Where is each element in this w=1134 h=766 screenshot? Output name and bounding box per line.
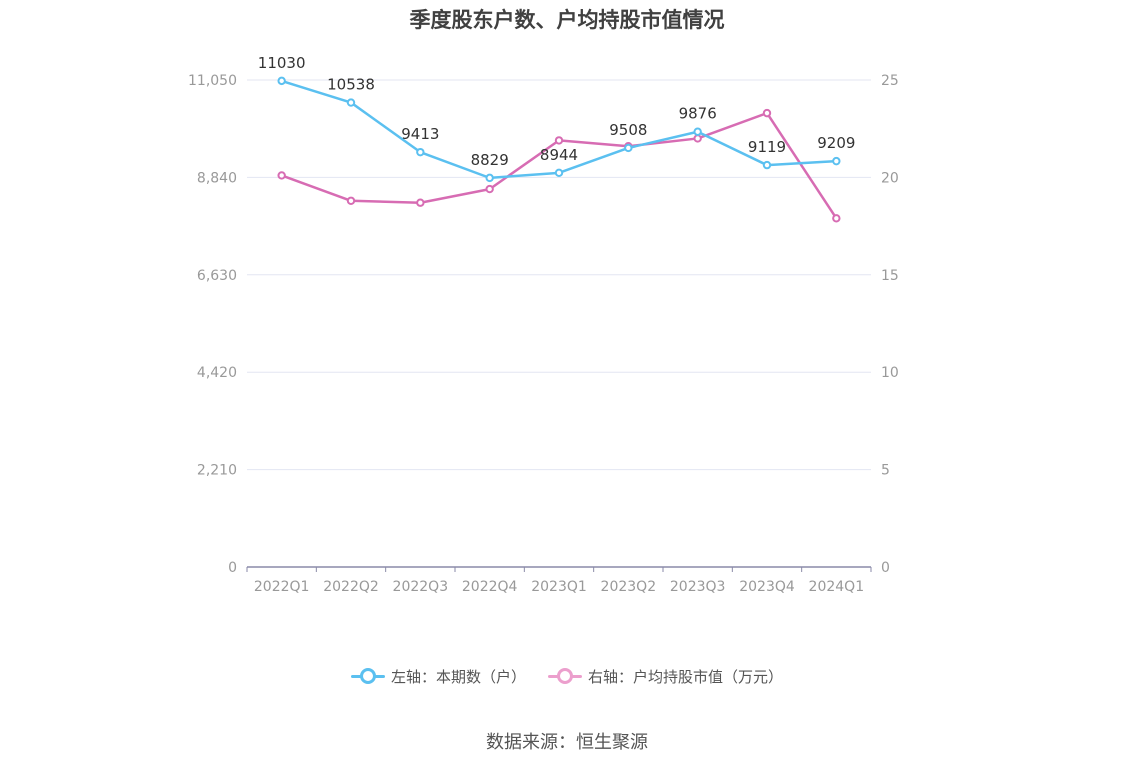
legend-left-swatch-icon [350,668,385,684]
x-tick-label: 2022Q4 [462,579,518,595]
data-label: 9119 [748,138,786,156]
y-left-tick-label: 2,210 [197,463,237,479]
legend-item-left-series[interactable]: 左轴：本期数（户） [350,666,526,687]
legend: 左轴：本期数（户） 右轴：户均持股市值（万元） [0,664,1134,688]
y-right-tick-label: 15 [881,268,899,284]
y-right-tick-label: 0 [881,560,890,576]
series-lines [277,76,841,223]
x-tick-label: 2022Q3 [393,579,449,595]
left-data-point [624,143,633,153]
gridlines [247,79,871,471]
y-right-tick-label: 20 [881,170,899,186]
right-data-point [762,108,772,118]
left-data-point [485,173,494,183]
left-data-point [832,156,841,166]
legend-right-label: 右轴：户均持股市值（万元） [588,667,784,686]
x-tick-label: 2024Q1 [809,579,865,595]
data-label: 8829 [471,151,509,169]
data-label: 9508 [609,121,647,139]
y-right-tick-label: 10 [881,365,899,381]
data-labels: 11030 10538 9413 8829 8944 9508 9876 9119 9209 [258,54,856,169]
legend-right-swatch-icon [548,668,582,684]
left-data-point [554,168,564,178]
data-label: 9876 [679,105,717,123]
x-tick-label: 2022Q2 [323,579,379,595]
right-data-point [416,198,425,207]
right-series-line [281,111,838,219]
right-data-point [554,136,564,145]
right-data-point [485,184,494,194]
y-left-tick-label: 0 [228,560,237,576]
data-label: 11030 [258,54,306,72]
left-data-point [277,76,286,86]
y-left-tick-label: 6,630 [197,268,237,284]
right-data-point [832,214,841,223]
right-data-point [346,196,356,205]
y-right-tick-label: 25 [881,73,899,89]
x-tick-label: 2023Q1 [531,579,587,595]
data-label: 9209 [817,134,855,152]
line-chart: 0 2,210 4,420 6,630 8,840 11,050 0 5 10 15 20 25 202… [188,54,899,595]
x-tick-label: 2022Q1 [254,579,310,595]
right-data-point [693,134,702,143]
x-tick-label: 2023Q4 [739,579,795,595]
y-left-tick-label: 11,050 [188,73,237,89]
data-label: 9413 [401,125,439,143]
data-source: 数据来源：恒生聚源 [486,732,648,753]
left-data-point [346,98,356,107]
chart-title: 季度股东户数、户均持股市值情况 [409,8,725,32]
left-data-point [416,147,425,157]
legend-left-label: 左轴：本期数（户） [390,667,526,686]
right-data-point [277,171,286,180]
x-tick-label: 2023Q3 [670,579,726,595]
axes: 0 2,210 4,420 6,630 8,840 11,050 0 5 10 15 20 25 202… [188,73,899,595]
left-data-point [693,127,702,136]
data-label: 8944 [540,146,578,164]
left-data-point [762,160,772,170]
x-tick-label: 2023Q2 [601,579,657,595]
y-left-tick-label: 8,840 [197,170,237,186]
legend-item-right-series[interactable]: 右轴：户均持股市值（万元） [548,666,783,687]
y-right-tick-label: 5 [881,463,890,479]
y-left-tick-label: 4,420 [197,365,237,381]
data-label: 10538 [327,76,375,94]
